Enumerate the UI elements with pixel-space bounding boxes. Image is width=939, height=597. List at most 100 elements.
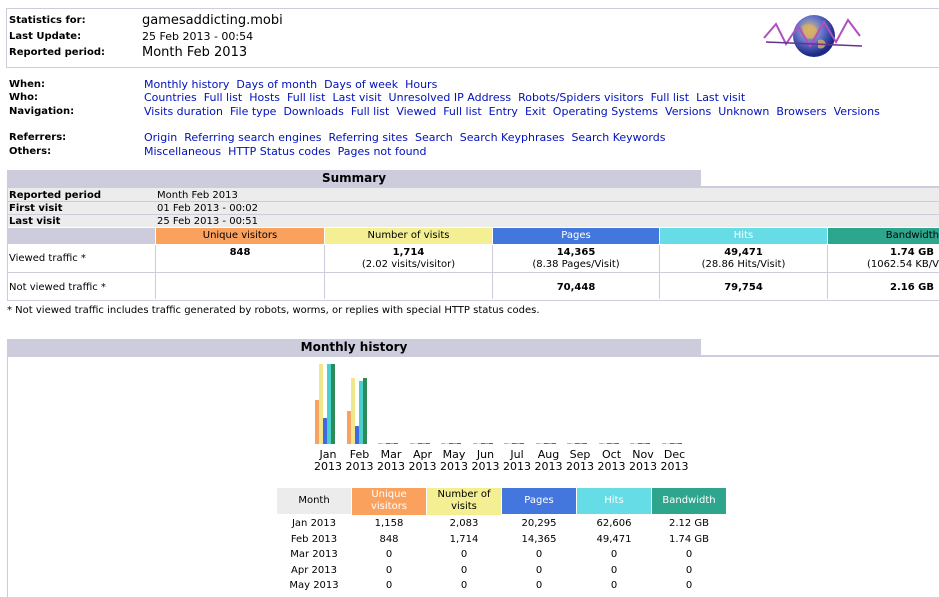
- nav-link-hosts-last-visit[interactable]: Last visit: [332, 91, 382, 104]
- nav-link-referring-sites[interactable]: Referring sites: [328, 131, 408, 144]
- chart-bar: [417, 443, 422, 444]
- mt-row-month: Mar 2013: [290, 549, 338, 560]
- chart-bar: [315, 400, 319, 444]
- chart-bar: [508, 443, 512, 444]
- monthly-title-line: [7, 355, 939, 356]
- summary-footnote: * Not viewed traffic includes traffic ge…: [7, 305, 540, 316]
- nav-link-robots-full-list[interactable]: Full list: [650, 91, 690, 104]
- nav-link-entry[interactable]: Entry: [488, 105, 518, 118]
- nav-link-viewed-full-list[interactable]: Full list: [443, 105, 482, 118]
- mt-cell: 0: [460, 549, 468, 560]
- col-pages: Pages: [493, 228, 659, 244]
- chart-bar: [441, 443, 445, 444]
- chart-bar: [350, 378, 355, 444]
- nav-link-search-keywords[interactable]: Search Keywords: [571, 131, 666, 144]
- nav-link-search-keyphrases[interactable]: Search Keyphrases: [459, 131, 565, 144]
- chart-bar: [472, 443, 477, 444]
- viewed-traffic-label: Viewed traffic *: [9, 253, 86, 264]
- chart-month-year: 2013: [597, 460, 626, 473]
- mt-cell: 0: [685, 580, 693, 591]
- chart-month-year: 2013: [534, 460, 563, 473]
- chart-bar: [476, 443, 481, 444]
- summary-first-visit-value: 01 Feb 2013 - 00:02: [157, 203, 259, 214]
- nav-link-exit[interactable]: Exit: [524, 105, 546, 118]
- chart-month-label: Sep 2013: [564, 449, 596, 473]
- nav-link-http-status-codes[interactable]: HTTP Status codes: [228, 145, 331, 158]
- chart-bar: [425, 443, 430, 444]
- chart-bar: [673, 443, 678, 444]
- nav-link-hosts-full-list[interactable]: Full list: [287, 91, 326, 104]
- awstats-logo-icon[interactable]: [762, 12, 866, 60]
- mt-cell: 2,083: [449, 518, 479, 529]
- mt-col-bandwidth: Bandwidth: [652, 488, 726, 514]
- chart-month-year: 2013: [471, 460, 500, 473]
- chart-bar: [638, 443, 642, 444]
- nav-link-robots[interactable]: Robots/Spiders visitors: [518, 91, 644, 104]
- nav-link-countries-full-list[interactable]: Full list: [203, 91, 243, 104]
- viewed-hits: 49,471: [724, 247, 763, 258]
- chart-month-name: May: [442, 448, 466, 461]
- nav-link-robots-last-visit[interactable]: Last visit: [696, 91, 746, 104]
- nav-link-days-of-week[interactable]: Days of week: [324, 78, 399, 91]
- chart-bar: [571, 443, 575, 444]
- chart-month-name: Jul: [510, 448, 524, 461]
- nav-link-browsers[interactable]: Browsers: [776, 105, 827, 118]
- chart-bar: [583, 443, 587, 444]
- chart-bar: [327, 364, 331, 444]
- chart-month-year: 2013: [314, 460, 342, 473]
- nav-link-downloads-full-list[interactable]: Full list: [350, 105, 390, 118]
- mt-cell: 2.12 GB: [668, 518, 710, 529]
- mt-cell: 62,606: [596, 518, 632, 529]
- chart-bar: [386, 443, 390, 444]
- nav-link-countries[interactable]: Countries: [144, 91, 197, 104]
- chart-bar: [614, 443, 619, 444]
- summary-title-line: [7, 186, 939, 187]
- nav-link-days-of-month[interactable]: Days of month: [236, 78, 318, 91]
- chart-bar: [567, 443, 571, 444]
- nav-link-file-type[interactable]: File type: [229, 105, 277, 118]
- chart-month-label: Feb 2013: [344, 449, 376, 473]
- nav-link-miscellaneous[interactable]: Miscellaneous: [144, 145, 222, 158]
- chart-bar: [484, 443, 489, 444]
- chart-bar: [547, 443, 552, 444]
- nav-link-visits-duration[interactable]: Visits duration: [144, 105, 223, 118]
- chart-bar: [535, 443, 540, 444]
- nav-link-search[interactable]: Search: [414, 131, 453, 144]
- others-links: Miscellaneous HTTP Status codes Pages not …: [144, 145, 434, 158]
- chart-bar: [413, 443, 418, 444]
- chart-month-year: 2013: [408, 460, 437, 473]
- chart-month-label: Jun 2013: [470, 449, 502, 473]
- nav-link-origin[interactable]: Origin: [144, 131, 178, 144]
- nav-link-monthly-history[interactable]: Monthly history: [144, 78, 230, 91]
- nav-link-referring-search-engines[interactable]: Referring search engines: [184, 131, 322, 144]
- mt-cell: 0: [610, 549, 618, 560]
- nav-link-downloads[interactable]: Downloads: [283, 105, 344, 118]
- nav-link-hours[interactable]: Hours: [405, 78, 438, 91]
- who-links: Countries Full list Hosts Full list Last vis…: [144, 91, 752, 104]
- stats-for-value: gamesaddicting.mobi: [142, 13, 283, 28]
- nav-link-operating-systems[interactable]: Operating Systems: [552, 105, 659, 118]
- nav-link-unresolved-ip[interactable]: Unresolved IP Address: [388, 91, 512, 104]
- nav-link-hosts[interactable]: Hosts: [249, 91, 280, 104]
- mt-cell: 0: [535, 549, 543, 560]
- mt-row-month: May 2013: [289, 580, 339, 591]
- nav-link-viewed[interactable]: Viewed: [396, 105, 437, 118]
- chart-month-label: Apr 2013: [407, 449, 439, 473]
- chart-bar: [319, 364, 323, 444]
- chart-bar: [346, 411, 351, 444]
- chart-bar: [665, 443, 670, 444]
- nav-link-pages-not-found[interactable]: Pages not found: [337, 145, 427, 158]
- chart-bar: [421, 443, 426, 444]
- nav-link-os-versions[interactable]: Versions: [665, 105, 712, 118]
- chart-month-year: 2013: [377, 460, 405, 473]
- mt-row-month: Apr 2013: [291, 564, 337, 576]
- chart-month-name: Apr: [412, 448, 433, 461]
- others-label: Others:: [9, 146, 52, 157]
- chart-bar: [634, 443, 638, 444]
- nav-link-browser-versions[interactable]: Versions: [833, 105, 880, 118]
- chart-bar: [646, 443, 650, 444]
- chart-month-name: Nov: [632, 448, 654, 461]
- viewed-pages-sub: (8.38 Pages/Visit): [532, 259, 620, 270]
- nav-link-os-unknown[interactable]: Unknown: [718, 105, 770, 118]
- viewed-visits-sub: (2.02 visits/visitor): [361, 259, 456, 270]
